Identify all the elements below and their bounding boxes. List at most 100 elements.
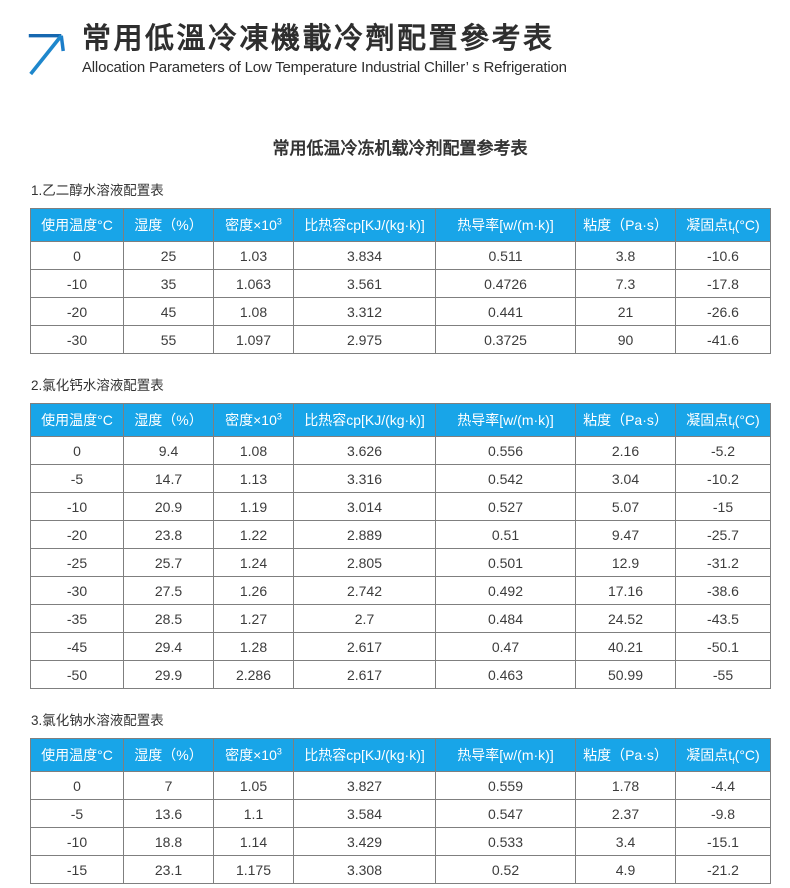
column-header: 湿度（%） — [123, 738, 214, 772]
data-cell: 1.27 — [213, 604, 294, 633]
data-cell: 0.51 — [435, 520, 576, 549]
data-cell: -50 — [30, 660, 124, 689]
data-cell: 25 — [123, 241, 214, 270]
data-cell: 0.542 — [435, 464, 576, 493]
data-cell: 1.19 — [213, 492, 294, 521]
data-cell: -10.2 — [675, 464, 771, 493]
table-row: 0 7 1.05 3.827 0.559 1.78 -4.4 — [30, 771, 771, 800]
data-cell: 9.47 — [575, 520, 676, 549]
data-cell: -20 — [30, 297, 124, 326]
data-cell: 2.617 — [293, 632, 436, 661]
arrow-up-right-icon — [28, 33, 65, 76]
data-cell: -38.6 — [675, 576, 771, 605]
data-cell: 3.834 — [293, 241, 436, 270]
data-cell: -9.8 — [675, 799, 771, 828]
data-cell: 3.827 — [293, 771, 436, 800]
data-cell: 0 — [30, 436, 124, 465]
data-cell: 28.5 — [123, 604, 214, 633]
data-cell: -15 — [30, 855, 124, 884]
section-label: 1.乙二醇水溶液配置表 — [31, 183, 164, 198]
section-sodium-chloride: 3.氯化钠水溶液配置表 使用温度°C 湿度（%） 密度×103 比热容cp[KJ/(k… — [30, 709, 771, 884]
column-header: 密度×103 — [213, 403, 294, 437]
data-cell: 1.08 — [213, 436, 294, 465]
data-cell: 0.501 — [435, 548, 576, 577]
content-title: 常用低温冷冻机载冷剂配置参考表 — [272, 139, 528, 158]
data-cell: -10.6 — [675, 241, 771, 270]
data-cell: -20 — [30, 520, 124, 549]
column-header: 热导率[w/(m·k)] — [435, 208, 576, 242]
table-row: -15 23.1 1.175 3.308 0.52 4.9 -21.2 — [30, 855, 771, 884]
data-cell: 13.6 — [123, 799, 214, 828]
data-cell: -21.2 — [675, 855, 771, 884]
table-row: -35 28.5 1.27 2.7 0.484 24.52 -43.5 — [30, 604, 771, 633]
column-header: 比热容cp[KJ/(kg·k)] — [293, 738, 436, 772]
data-cell: 29.9 — [123, 660, 214, 689]
calcium-chloride-table: 使用温度°C 湿度（%） 密度×103 比热容cp[KJ/(kg·k)] 热导率[w/(… — [30, 403, 771, 689]
data-cell: 1.26 — [213, 576, 294, 605]
data-cell: 1.05 — [213, 771, 294, 800]
data-cell: 1.14 — [213, 827, 294, 856]
data-cell: -55 — [675, 660, 771, 689]
data-cell: 0.47 — [435, 632, 576, 661]
data-cell: 90 — [575, 325, 676, 354]
data-cell: 3.312 — [293, 297, 436, 326]
column-header: 使用温度°C — [30, 738, 124, 772]
data-cell: 1.097 — [213, 325, 294, 354]
data-cell: 2.975 — [293, 325, 436, 354]
data-cell: 3.429 — [293, 827, 436, 856]
data-cell: -43.5 — [675, 604, 771, 633]
data-cell: -25 — [30, 548, 124, 577]
data-cell: 3.316 — [293, 464, 436, 493]
data-cell: 29.4 — [123, 632, 214, 661]
data-cell: 7.3 — [575, 269, 676, 298]
column-header: 比热容cp[KJ/(kg·k)] — [293, 208, 436, 242]
data-cell: 0 — [30, 241, 124, 270]
data-cell: -5 — [30, 464, 124, 493]
table-row: -5 14.7 1.13 3.316 0.542 3.04 -10.2 — [30, 464, 771, 493]
data-cell: 25.7 — [123, 548, 214, 577]
data-cell: 7 — [123, 771, 214, 800]
data-cell: 1.22 — [213, 520, 294, 549]
document-content: 常用低温冷冻机载冷剂配置参考表 1.乙二醇水溶液配置表 使用温度°C 湿度（%）密… — [30, 134, 771, 884]
data-cell: 21 — [575, 297, 676, 326]
data-cell: 18.8 — [123, 827, 214, 856]
table-row: -45 29.4 1.28 2.617 0.47 40.21 -50.1 — [30, 632, 771, 661]
data-cell: 35 — [123, 269, 214, 298]
column-header: 热导率[w/(m·k)] — [435, 403, 576, 437]
column-header: 湿度（%） — [123, 403, 214, 437]
data-cell: -4.4 — [675, 771, 771, 800]
table-row: -50 29.9 2.286 2.617 0.463 50.99 -55 — [30, 660, 771, 689]
table-row: -20 23.8 1.22 2.889 0.51 9.47 -25.7 — [30, 520, 771, 549]
table-row: 0 9.4 1.08 3.626 0.556 2.16 -5.2 — [30, 436, 771, 465]
page-subtitle: Allocation Parameters of Low Temperature… — [82, 58, 567, 76]
glycol-table: 使用温度°C 湿度（%） 密度×103 比热容cp[KJ/(kg·k)] 热导率[w/(… — [30, 208, 771, 354]
data-cell: 2.7 — [293, 604, 436, 633]
data-cell: -45 — [30, 632, 124, 661]
data-cell: 45 — [123, 297, 214, 326]
data-cell: -30 — [30, 576, 124, 605]
data-cell: -15 — [675, 492, 771, 521]
data-cell: 0.547 — [435, 799, 576, 828]
column-header: 密度×103 — [213, 208, 294, 242]
column-header: 凝固点tf(°C) — [675, 403, 771, 437]
data-cell: 2.805 — [293, 548, 436, 577]
data-cell: -10 — [30, 827, 124, 856]
data-cell: 1.28 — [213, 632, 294, 661]
data-cell: -15.1 — [675, 827, 771, 856]
data-cell: 0 — [30, 771, 124, 800]
data-cell: 23.1 — [123, 855, 214, 884]
data-cell: -31.2 — [675, 548, 771, 577]
data-cell: -17.8 — [675, 269, 771, 298]
data-cell: 3.561 — [293, 269, 436, 298]
data-cell: 1.13 — [213, 464, 294, 493]
table-row: -5 13.6 1.1 3.584 0.547 2.37 -9.8 — [30, 799, 771, 828]
data-cell: 3.308 — [293, 855, 436, 884]
column-header: 湿度（%） — [123, 208, 214, 242]
header-row: 使用温度°C 湿度（%） 密度×103 比热容cp[KJ/(kg·k)] 热导率[w/(… — [30, 403, 771, 437]
data-cell: 17.16 — [575, 576, 676, 605]
data-cell: -5.2 — [675, 436, 771, 465]
data-cell: 27.5 — [123, 576, 214, 605]
data-cell: 0.484 — [435, 604, 576, 633]
data-cell: -35 — [30, 604, 124, 633]
data-cell: 1.24 — [213, 548, 294, 577]
